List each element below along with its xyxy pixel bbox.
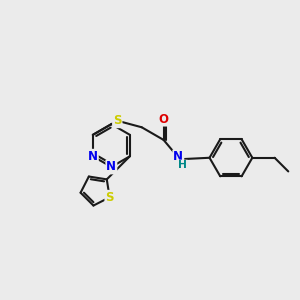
Text: S: S	[113, 114, 122, 127]
Text: N: N	[173, 150, 183, 164]
Text: O: O	[159, 112, 169, 126]
Text: N: N	[88, 150, 98, 163]
Text: H: H	[178, 160, 187, 170]
Text: S: S	[105, 191, 114, 204]
Text: N: N	[106, 160, 116, 173]
